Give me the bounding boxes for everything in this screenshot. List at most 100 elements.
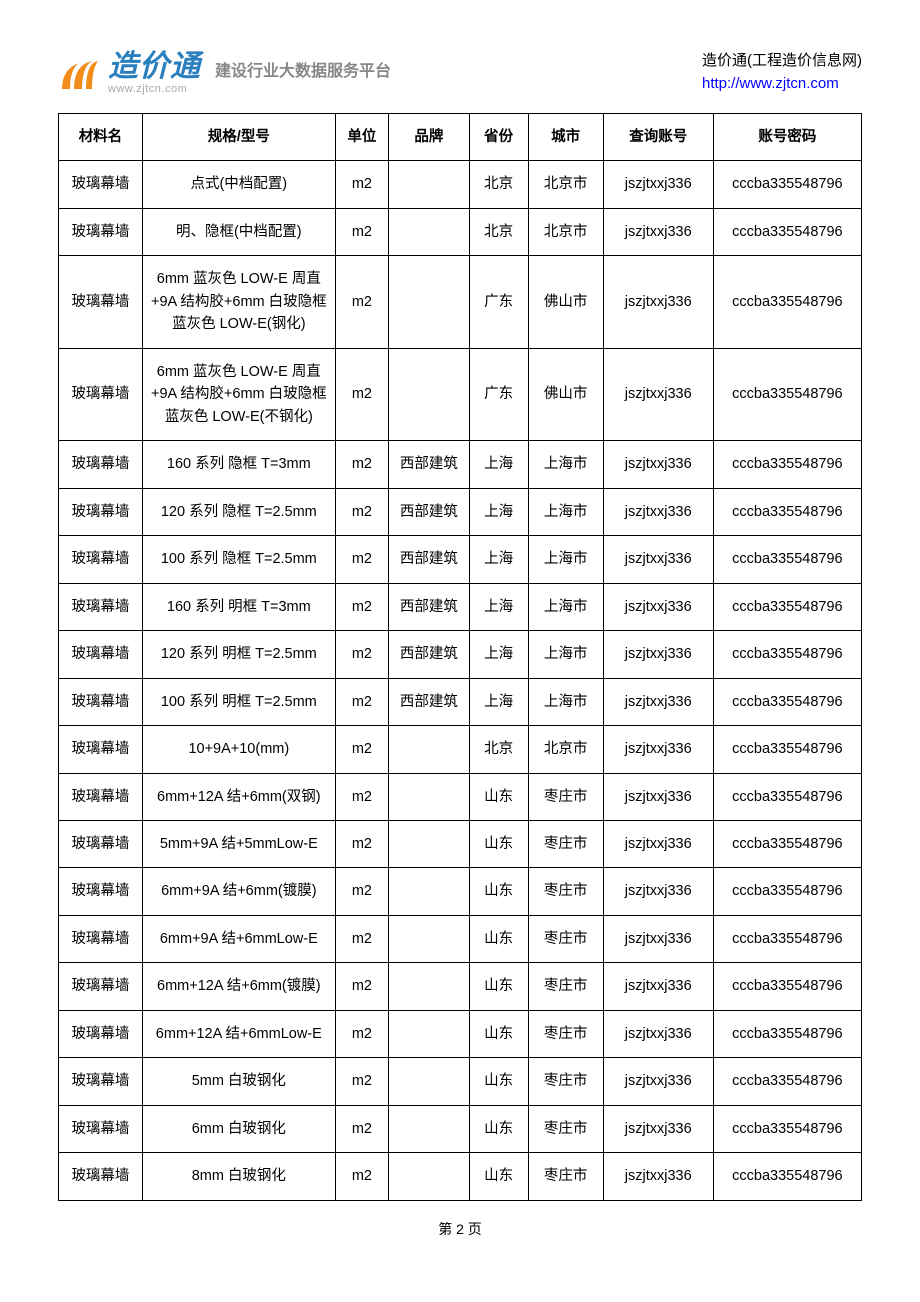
table-cell: 山东 [469, 1010, 528, 1057]
table-cell: 玻璃幕墙 [59, 441, 143, 488]
table-body: 玻璃幕墙点式(中档配置)m2北京北京市jszjtxxj336cccba33554… [59, 161, 862, 1200]
table-cell: 枣庄市 [528, 915, 603, 962]
table-cell [389, 868, 470, 915]
table-cell: cccba335548796 [713, 915, 861, 962]
table-cell: 6mm 白玻钢化 [142, 1105, 335, 1152]
table-cell: cccba335548796 [713, 208, 861, 255]
table-cell: 6mm+12A 结+6mmLow-E [142, 1010, 335, 1057]
table-cell: 上海市 [528, 631, 603, 678]
table-row: 玻璃幕墙6mm+12A 结+6mm(镀膜)m2山东枣庄市jszjtxxj336c… [59, 963, 862, 1010]
table-cell: jszjtxxj336 [603, 963, 713, 1010]
table-cell: 玻璃幕墙 [59, 820, 143, 867]
table-cell: m2 [335, 536, 388, 583]
table-cell: jszjtxxj336 [603, 1105, 713, 1152]
table-row: 玻璃幕墙160 系列 隐框 T=3mmm2西部建筑上海上海市jszjtxxj33… [59, 441, 862, 488]
table-cell: 玻璃幕墙 [59, 161, 143, 208]
col-header-unit: 单位 [335, 114, 388, 161]
table-cell: cccba335548796 [713, 1010, 861, 1057]
table-cell [389, 208, 470, 255]
site-link[interactable]: http://www.zjtcn.com [702, 73, 862, 96]
table-row: 玻璃幕墙100 系列 隐框 T=2.5mmm2西部建筑上海上海市jszjtxxj… [59, 536, 862, 583]
table-cell [389, 1153, 470, 1200]
table-cell [389, 773, 470, 820]
table-cell: cccba335548796 [713, 161, 861, 208]
table-cell: jszjtxxj336 [603, 915, 713, 962]
table-cell: cccba335548796 [713, 868, 861, 915]
table-cell: jszjtxxj336 [603, 536, 713, 583]
logo-tagline: 建设行业大数据服务平台 [215, 57, 391, 81]
table-cell: jszjtxxj336 [603, 1153, 713, 1200]
table-row: 玻璃幕墙10+9A+10(mm)m2北京北京市jszjtxxj336cccba3… [59, 726, 862, 773]
table-cell: jszjtxxj336 [603, 868, 713, 915]
table-cell: 6mm 蓝灰色 LOW-E 周直+9A 结构胶+6mm 白玻隐框蓝灰色 LOW-… [142, 348, 335, 440]
table-cell: 玻璃幕墙 [59, 963, 143, 1010]
table-head: 材料名 规格/型号 单位 品牌 省份 城市 查询账号 账号密码 [59, 114, 862, 161]
table-cell: cccba335548796 [713, 441, 861, 488]
table-cell: 上海市 [528, 536, 603, 583]
materials-table: 材料名 规格/型号 单位 品牌 省份 城市 查询账号 账号密码 玻璃幕墙点式(中… [58, 113, 862, 1201]
table-cell: m2 [335, 773, 388, 820]
table-cell: 100 系列 隐框 T=2.5mm [142, 536, 335, 583]
table-cell: jszjtxxj336 [603, 726, 713, 773]
page-footer: 第 2 页 [58, 1219, 862, 1239]
table-cell: 120 系列 隐框 T=2.5mm [142, 488, 335, 535]
table-row: 玻璃幕墙6mm 蓝灰色 LOW-E 周直+9A 结构胶+6mm 白玻隐框蓝灰色 … [59, 256, 862, 348]
table-cell: cccba335548796 [713, 963, 861, 1010]
table-cell [389, 348, 470, 440]
table-cell: 北京市 [528, 208, 603, 255]
table-cell: 玻璃幕墙 [59, 631, 143, 678]
table-row: 玻璃幕墙6mm+9A 结+6mm(镀膜)m2山东枣庄市jszjtxxj336cc… [59, 868, 862, 915]
table-cell: 8mm 白玻钢化 [142, 1153, 335, 1200]
logo-text-block: 造价通 www.zjtcn.com [108, 52, 201, 95]
table-cell: 枣庄市 [528, 963, 603, 1010]
table-cell: 上海市 [528, 678, 603, 725]
table-cell: 佛山市 [528, 256, 603, 348]
table-cell: 广东 [469, 256, 528, 348]
table-cell: jszjtxxj336 [603, 1058, 713, 1105]
table-cell: 枣庄市 [528, 773, 603, 820]
table-cell: 北京 [469, 726, 528, 773]
table-cell: m2 [335, 963, 388, 1010]
table-cell: 上海 [469, 536, 528, 583]
table-row: 玻璃幕墙5mm+9A 结+5mmLow-Em2山东枣庄市jszjtxxj336c… [59, 820, 862, 867]
page-number: 第 2 页 [438, 1221, 482, 1237]
table-cell: 西部建筑 [389, 441, 470, 488]
table-cell: cccba335548796 [713, 583, 861, 630]
table-cell [389, 726, 470, 773]
table-cell: 山东 [469, 915, 528, 962]
table-cell: 枣庄市 [528, 820, 603, 867]
table-cell: 玻璃幕墙 [59, 726, 143, 773]
table-row: 玻璃幕墙6mm 蓝灰色 LOW-E 周直+9A 结构胶+6mm 白玻隐框蓝灰色 … [59, 348, 862, 440]
table-cell: 160 系列 隐框 T=3mm [142, 441, 335, 488]
table-cell: 山东 [469, 773, 528, 820]
table-cell: 上海 [469, 631, 528, 678]
table-row: 玻璃幕墙明、隐框(中档配置)m2北京北京市jszjtxxj336cccba335… [59, 208, 862, 255]
table-cell: 佛山市 [528, 348, 603, 440]
table-cell: 玻璃幕墙 [59, 678, 143, 725]
table-cell [389, 1010, 470, 1057]
table-cell [389, 820, 470, 867]
table-cell: 玻璃幕墙 [59, 583, 143, 630]
table-cell: 6mm+9A 结+6mmLow-E [142, 915, 335, 962]
table-cell: 玻璃幕墙 [59, 536, 143, 583]
site-name: 造价通(工程造价信息网) [702, 50, 862, 73]
table-cell: m2 [335, 726, 388, 773]
table-cell: 北京市 [528, 161, 603, 208]
table-cell: 玻璃幕墙 [59, 773, 143, 820]
table-cell [389, 915, 470, 962]
col-header-brand: 品牌 [389, 114, 470, 161]
table-row: 玻璃幕墙6mm 白玻钢化m2山东枣庄市jszjtxxj336cccba33554… [59, 1105, 862, 1152]
col-header-prov: 省份 [469, 114, 528, 161]
table-cell: m2 [335, 915, 388, 962]
table-cell: m2 [335, 678, 388, 725]
table-cell: 北京市 [528, 726, 603, 773]
col-header-pwd: 账号密码 [713, 114, 861, 161]
table-cell: m2 [335, 820, 388, 867]
table-cell: jszjtxxj336 [603, 631, 713, 678]
table-cell: 西部建筑 [389, 536, 470, 583]
table-cell: 山东 [469, 820, 528, 867]
table-row: 玻璃幕墙8mm 白玻钢化m2山东枣庄市jszjtxxj336cccba33554… [59, 1153, 862, 1200]
table-cell: jszjtxxj336 [603, 583, 713, 630]
table-cell: 点式(中档配置) [142, 161, 335, 208]
table-cell: m2 [335, 631, 388, 678]
